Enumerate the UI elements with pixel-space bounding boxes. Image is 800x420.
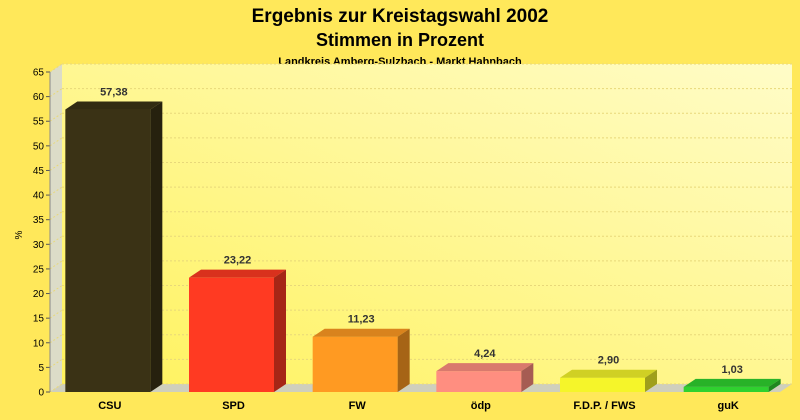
chart-title: Ergebnis zur Kreistagswahl 2002 (252, 6, 549, 27)
x-tick-label: FW (349, 400, 367, 412)
y-tick-label: 55 (33, 117, 45, 128)
gridline-wall (49, 137, 63, 147)
gridline-wall (49, 383, 63, 393)
bar[interactable] (65, 109, 151, 392)
plot-floor (50, 384, 792, 392)
bar-side[interactable] (645, 369, 657, 392)
bar-side[interactable] (521, 363, 534, 392)
data-label: 23,22 (224, 255, 252, 267)
bar-side[interactable] (274, 269, 286, 392)
bar-top[interactable] (436, 363, 534, 372)
y-tick-label: 45 (33, 166, 45, 177)
plot-area (62, 64, 792, 384)
gridline-wall (49, 211, 63, 221)
gridline-wall (49, 112, 63, 122)
gridline-wall (49, 162, 63, 171)
data-label: 11,23 (348, 314, 375, 326)
bar[interactable] (189, 277, 274, 392)
y-tick-label: 40 (33, 191, 45, 202)
y-axis-label: % (14, 230, 25, 239)
bar-f-d-p-fws[interactable] (560, 369, 657, 392)
y-tick-label: 10 (33, 338, 45, 349)
bar-side[interactable] (397, 328, 410, 392)
y-tick-label: 25 (33, 264, 45, 275)
y-tick-label: 15 (33, 314, 45, 325)
data-label: 57,38 (100, 87, 128, 99)
bar[interactable] (436, 371, 522, 392)
bar-top[interactable] (312, 328, 410, 337)
y-tick-label: 30 (33, 240, 45, 251)
y-tick-label: 60 (33, 92, 45, 103)
bar-side[interactable] (768, 378, 781, 392)
plot-left-wall (50, 64, 62, 392)
y-tick-label: 65 (33, 68, 45, 79)
bar[interactable] (312, 336, 398, 392)
bar[interactable] (560, 377, 645, 392)
gridline-wall (49, 235, 63, 245)
gridline-wall (49, 285, 63, 294)
x-tick-label: ödp (471, 400, 491, 412)
gridline-wall (49, 186, 63, 196)
bar-top[interactable] (65, 101, 163, 110)
bar-spd[interactable] (189, 269, 286, 392)
chart-subtitle: Stimmen in Prozent (316, 30, 484, 50)
data-label: 2,90 (598, 355, 619, 367)
gridline-wall (49, 334, 63, 344)
bar-guk[interactable] (683, 378, 781, 392)
bar[interactable] (683, 386, 769, 392)
y-tick-label: 5 (38, 363, 44, 374)
gridline-wall (49, 309, 63, 319)
x-tick-label: CSU (98, 400, 121, 412)
x-tick-label: SPD (222, 400, 245, 412)
x-tick-label: guK (717, 400, 738, 412)
gridline-wall (49, 63, 63, 73)
data-label: 4,24 (474, 348, 496, 360)
bar-top[interactable] (560, 369, 657, 378)
gridline-wall (49, 88, 63, 98)
y-tick-label: 35 (33, 215, 45, 226)
y-tick-label: 50 (33, 141, 45, 152)
bar-top[interactable] (189, 269, 286, 278)
bar-fw[interactable] (312, 328, 410, 392)
y-tick-label: 20 (33, 289, 45, 300)
data-label: 1,03 (721, 364, 742, 376)
bar-top[interactable] (683, 378, 781, 387)
gridline-wall (49, 358, 63, 368)
x-tick-label: F.D.P. / FWS (573, 400, 635, 412)
bar-dp[interactable] (436, 363, 534, 392)
y-tick-label: 0 (38, 388, 44, 399)
gridline-wall (49, 260, 63, 270)
bar-side[interactable] (150, 101, 163, 392)
bar-csu[interactable] (65, 101, 163, 392)
